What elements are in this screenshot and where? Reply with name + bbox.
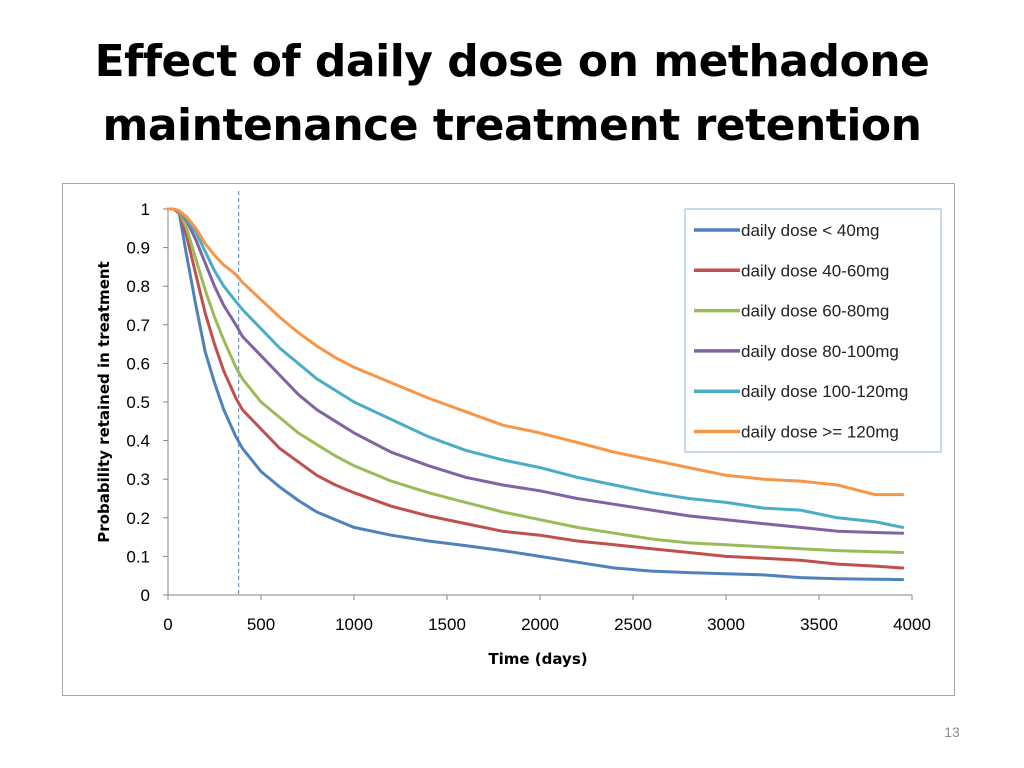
legend-label: daily dose 40-60mg	[741, 261, 889, 280]
y-tick-label: 0.2	[126, 509, 150, 528]
slide-title-line-2: maintenance treatment retention	[102, 100, 922, 151]
chart-frame: Probability retained in treatment Time (…	[62, 183, 955, 696]
x-tick-label: 2000	[521, 615, 559, 634]
legend-label: daily dose < 40mg	[741, 221, 879, 240]
y-tick-label: 0.1	[126, 547, 150, 566]
legend-label: daily dose 100-120mg	[741, 382, 908, 401]
survival-chart: Probability retained in treatment Time (…	[95, 191, 942, 668]
series-line	[166, 207, 905, 497]
y-axis-title: Probability retained in treatment	[95, 261, 113, 542]
x-tick-label: 2500	[614, 615, 652, 634]
series-line	[166, 207, 905, 529]
x-tick-label: 500	[247, 615, 275, 634]
y-tick-label: 1	[141, 200, 150, 219]
x-tick-label: 3500	[800, 615, 838, 634]
y-tick-label: 0.9	[126, 239, 150, 258]
series-line	[166, 207, 905, 570]
y-tick-label: 0.5	[126, 393, 150, 412]
page-number: 13	[944, 724, 960, 740]
x-axis-title: Time (days)	[488, 650, 587, 668]
legend-box	[684, 208, 942, 453]
legend-label: daily dose 60-80mg	[741, 302, 889, 321]
y-tick-label: 0.6	[126, 354, 150, 373]
x-tick-label: 1000	[335, 615, 373, 634]
x-tick-label: 1500	[428, 615, 466, 634]
series-line	[166, 207, 905, 582]
y-tick-label: 0.3	[126, 470, 150, 489]
series-line	[166, 207, 905, 554]
x-tick-label: 3000	[707, 615, 745, 634]
legend-label: daily dose >= 120mg	[741, 423, 899, 442]
x-tick-label: 4000	[893, 615, 931, 634]
y-tick-label: 0	[141, 586, 150, 605]
legend-label: daily dose 80-100mg	[741, 342, 899, 361]
y-tick-label: 0.4	[126, 432, 150, 451]
y-tick-label: 0.8	[126, 277, 150, 296]
x-tick-label: 0	[163, 615, 172, 634]
series-line	[166, 207, 905, 535]
slide-title: Effect of daily dose on methadone mainte…	[0, 30, 1024, 158]
slide-title-line-1: Effect of daily dose on methadone	[94, 36, 930, 87]
y-tick-label: 0.7	[126, 316, 150, 335]
